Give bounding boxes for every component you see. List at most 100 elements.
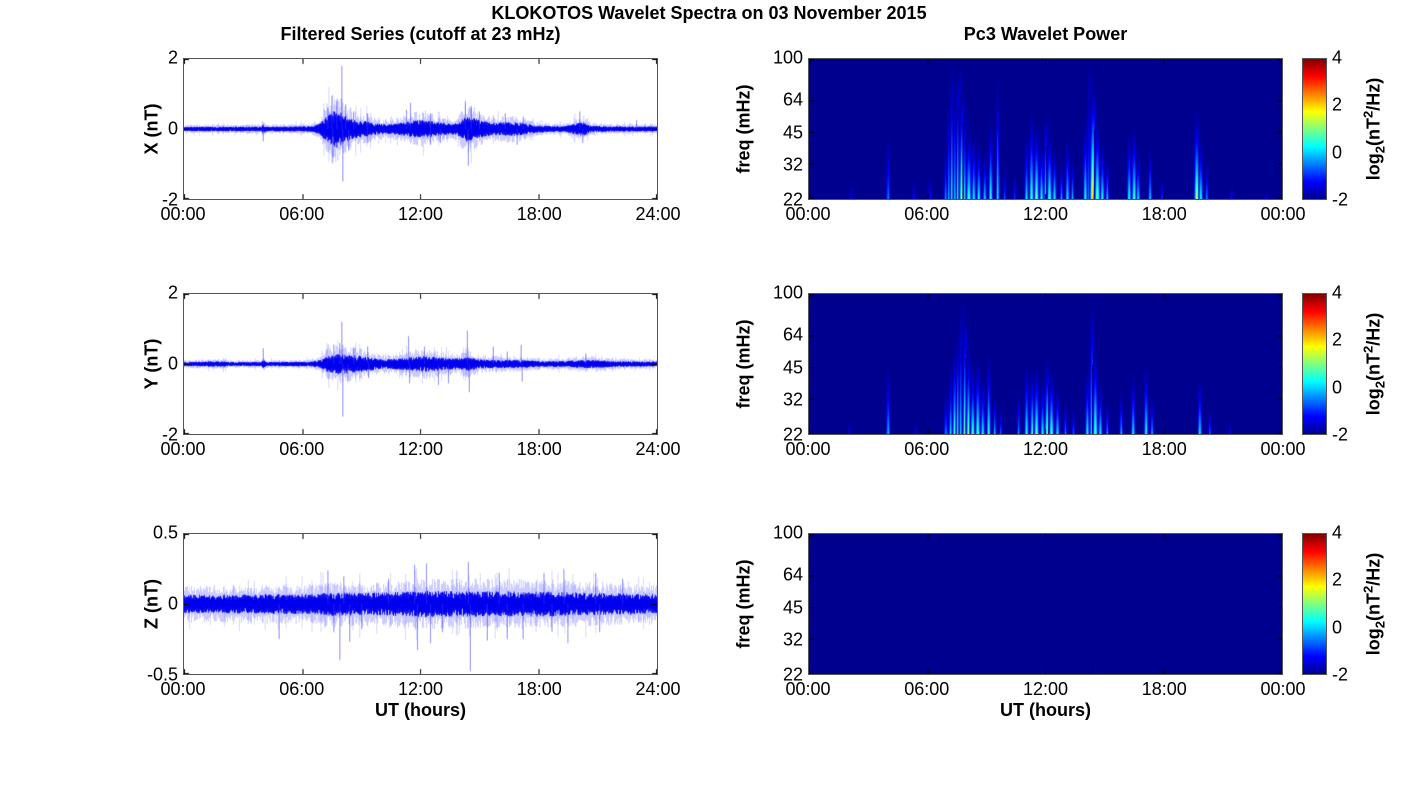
tick-label: 00:00 xyxy=(160,204,206,224)
tick-label: 100 xyxy=(772,47,803,68)
tick-label: 06:00 xyxy=(904,439,950,459)
x-wavelet-yticks: 100 64 45 32 22 xyxy=(761,48,803,210)
x-wavelet-plot xyxy=(809,59,1282,199)
tick-label: 45 xyxy=(782,597,803,618)
tick-label: 0 xyxy=(167,353,178,374)
x-timeseries-xticks: 00:00 06:00 12:00 18:00 24:00 xyxy=(160,202,680,224)
y-wavelet-plot xyxy=(809,294,1282,434)
panel-z-wavelet xyxy=(808,533,1283,675)
tick-label: 18:00 xyxy=(1141,679,1187,699)
tick-label: 00:00 xyxy=(785,679,831,699)
colorbar-z-ticks: 4 2 0 -2 xyxy=(1332,523,1372,685)
tick-label: 4 xyxy=(1332,47,1343,68)
x-timeseries-yticks: 2 0 -2 xyxy=(136,48,178,210)
x-timeseries-plot xyxy=(184,59,657,199)
z-timeseries-yticks: 0.5 0 -0.5 xyxy=(136,523,178,685)
z-timeseries-plot xyxy=(184,534,657,674)
tick-label: 64 xyxy=(782,89,803,110)
tick-label: 00:00 xyxy=(1260,439,1306,459)
tick-label: 22 xyxy=(782,189,803,210)
z-wavelet-xticks: 00:00 06:00 12:00 18:00 00:00 xyxy=(785,677,1305,699)
x-wavelet-xticks: 00:00 06:00 12:00 18:00 00:00 xyxy=(785,202,1305,224)
tick-label: 0 xyxy=(1332,142,1343,163)
colorbar-x xyxy=(1302,58,1327,200)
tick-label: 12:00 xyxy=(1022,679,1069,699)
tick-label: 18:00 xyxy=(1141,204,1187,224)
tick-label: 4 xyxy=(1332,282,1343,303)
colorbar-x-label: log2(nT2/Hz) xyxy=(1360,77,1388,181)
tick-label: 06:00 xyxy=(279,204,325,224)
tick-label: 22 xyxy=(782,664,803,685)
tick-label: 12:00 xyxy=(397,439,444,459)
panel-y-timeseries xyxy=(183,293,658,435)
z-axis-ylabel: Z (nT) xyxy=(141,579,162,629)
tick-label: -2 xyxy=(1332,424,1349,445)
tick-label: 64 xyxy=(782,324,803,345)
tick-label: 06:00 xyxy=(279,679,325,699)
tick-label: 32 xyxy=(782,154,803,175)
colorbar-y xyxy=(1302,293,1327,435)
tick-label: 12:00 xyxy=(397,204,444,224)
z-wavelet-ylabel: freq (mHz) xyxy=(733,559,754,649)
tick-label: 64 xyxy=(782,564,803,585)
tick-label: 06:00 xyxy=(904,679,950,699)
tick-label: 00:00 xyxy=(785,204,831,224)
tick-label: 0 xyxy=(1332,617,1343,638)
panel-y-wavelet xyxy=(808,293,1283,435)
tick-label: -2 xyxy=(161,189,178,210)
tick-label: 24:00 xyxy=(635,439,681,459)
tick-label: 00:00 xyxy=(160,439,206,459)
tick-label: 06:00 xyxy=(279,439,325,459)
tick-label: 06:00 xyxy=(904,204,950,224)
y-wavelet-xticks: 00:00 06:00 12:00 18:00 00:00 xyxy=(785,437,1305,459)
tick-label: 12:00 xyxy=(1022,439,1069,459)
tick-label: 00:00 xyxy=(1260,679,1306,699)
panel-x-timeseries xyxy=(183,58,658,200)
tick-label: 2 xyxy=(167,47,178,68)
x-wavelet-ylabel: freq (mHz) xyxy=(733,84,754,174)
tick-label: 00:00 xyxy=(160,679,206,699)
z-wavelet-plot xyxy=(809,534,1282,674)
tick-label: 100 xyxy=(772,282,803,303)
tick-label: 32 xyxy=(782,629,803,650)
tick-label: 18:00 xyxy=(516,679,562,699)
tick-label: -0.5 xyxy=(146,664,178,685)
tick-label: 2 xyxy=(1332,569,1343,590)
tick-label: 22 xyxy=(782,424,803,445)
tick-label: 2 xyxy=(167,282,178,303)
y-timeseries-yticks: 2 0 -2 xyxy=(136,283,178,445)
tick-label: 18:00 xyxy=(516,439,562,459)
right-x-axis-label: UT (hours) xyxy=(1000,700,1091,720)
tick-label: -2 xyxy=(161,424,178,445)
colorbar-z xyxy=(1302,533,1327,675)
tick-label: 0 xyxy=(1332,377,1343,398)
tick-label: 45 xyxy=(782,122,803,143)
x-axis-ylabel: X (nT) xyxy=(141,103,162,155)
panel-x-wavelet xyxy=(808,58,1283,200)
tick-label: 00:00 xyxy=(1260,204,1306,224)
colorbar-x-ticks: 4 2 0 -2 xyxy=(1332,48,1372,210)
right-column-title: Pc3 Wavelet Power xyxy=(963,24,1128,44)
tick-label: -2 xyxy=(1332,189,1349,210)
left-x-axis-label: UT (hours) xyxy=(375,700,466,720)
tick-label: 32 xyxy=(782,389,803,410)
tick-label: 45 xyxy=(782,357,803,378)
z-wavelet-yticks: 100 64 45 32 22 xyxy=(761,523,803,685)
y-timeseries-xticks: 00:00 06:00 12:00 18:00 24:00 xyxy=(160,437,680,459)
y-wavelet-ylabel: freq (mHz) xyxy=(733,319,754,409)
y-wavelet-yticks: 100 64 45 32 22 xyxy=(761,283,803,445)
tick-label: -2 xyxy=(1332,664,1349,685)
tick-label: 12:00 xyxy=(1022,204,1069,224)
y-timeseries-plot xyxy=(184,294,657,434)
tick-label: 24:00 xyxy=(635,679,681,699)
tick-label: 4 xyxy=(1332,522,1343,543)
tick-label: 24:00 xyxy=(635,204,681,224)
figure-title: KLOKOTOS Wavelet Spectra on 03 November … xyxy=(491,3,927,23)
tick-label: 0 xyxy=(167,118,178,139)
left-column-title: Filtered Series (cutoff at 23 mHz) xyxy=(280,24,561,44)
tick-label: 12:00 xyxy=(397,679,444,699)
tick-label: 18:00 xyxy=(516,204,562,224)
tick-label: 18:00 xyxy=(1141,439,1187,459)
colorbar-z-label: log2(nT2/Hz) xyxy=(1360,552,1388,656)
